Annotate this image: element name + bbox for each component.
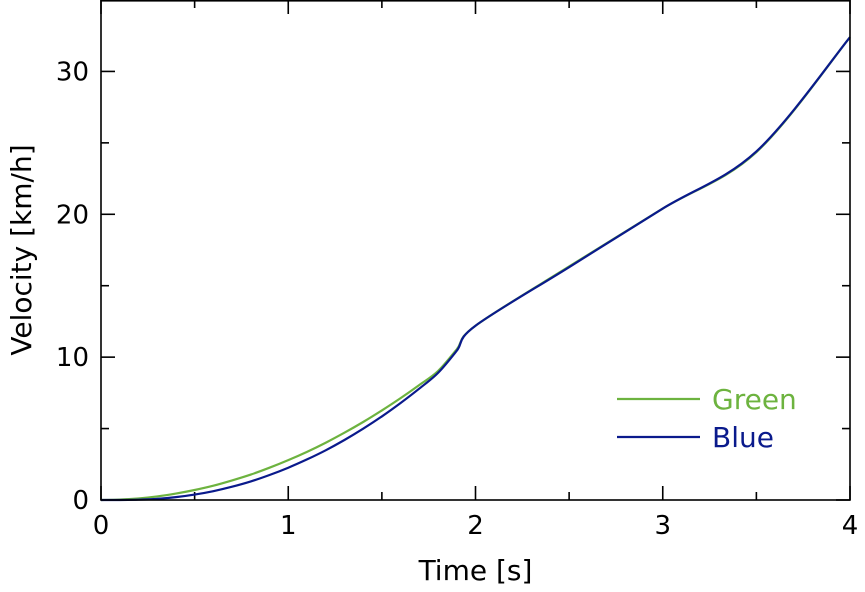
x-axis-title: Time [s]: [418, 554, 533, 587]
x-tick-label: 0: [93, 511, 110, 541]
y-tick-label: 30: [56, 57, 89, 87]
y-tick-labels: 0 10 20 30: [56, 57, 89, 516]
legend-label-green: Green: [712, 383, 797, 416]
y-tick-label: 10: [56, 343, 89, 373]
legend-label-blue: Blue: [712, 421, 774, 454]
legend: Green Blue: [617, 383, 797, 454]
x-tick-label: 1: [280, 511, 297, 541]
x-tick-label: 2: [467, 511, 484, 541]
x-tick-labels: 0 1 2 3 4: [93, 511, 859, 541]
series-layer: [100, 36, 851, 502]
x-tick-label: 4: [842, 511, 859, 541]
plot-frame: [100, 0, 851, 501]
y-tick-label: 0: [72, 486, 89, 516]
x-tick-label: 3: [654, 511, 671, 541]
y-tick-label: 20: [56, 200, 89, 230]
series-line-blue: [100, 36, 851, 502]
y-axis-title: Velocity [km/h]: [5, 144, 38, 355]
